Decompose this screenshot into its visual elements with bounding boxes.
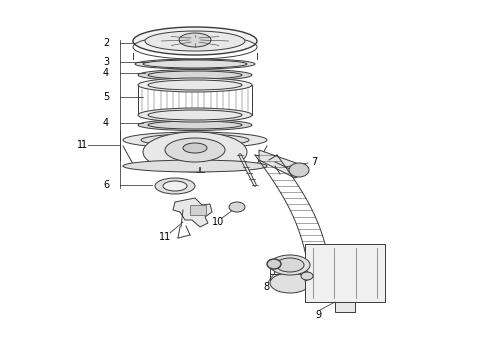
Text: 3: 3 [103,57,109,67]
Ellipse shape [301,272,313,280]
Ellipse shape [165,138,225,162]
Ellipse shape [276,258,304,272]
Ellipse shape [270,255,310,275]
Text: 11: 11 [159,232,171,242]
Text: 2: 2 [103,38,109,48]
Ellipse shape [270,273,310,293]
Ellipse shape [138,120,252,131]
Ellipse shape [145,31,245,51]
Ellipse shape [133,27,257,55]
Ellipse shape [135,59,255,69]
Text: 4: 4 [103,118,109,128]
Text: 9: 9 [315,310,321,320]
Ellipse shape [267,259,281,269]
Bar [335,302,355,312]
Ellipse shape [138,69,252,81]
Text: 5: 5 [103,92,109,102]
Ellipse shape [138,108,252,122]
Bar [305,244,385,302]
Text: 1: 1 [77,140,83,150]
Ellipse shape [179,33,211,47]
Ellipse shape [148,80,242,90]
Bar [190,205,206,215]
Ellipse shape [143,132,247,172]
Text: 4: 4 [103,68,109,78]
Polygon shape [259,150,303,178]
Polygon shape [173,198,212,227]
Text: 1: 1 [81,140,87,150]
Ellipse shape [183,143,207,153]
Ellipse shape [138,78,252,92]
Text: 7: 7 [311,157,317,167]
Ellipse shape [123,160,267,172]
Ellipse shape [141,134,249,146]
Text: 10: 10 [212,217,224,227]
Ellipse shape [229,202,245,212]
Text: 8: 8 [263,282,269,292]
Text: 6: 6 [103,180,109,190]
Ellipse shape [155,178,195,194]
Ellipse shape [163,181,187,191]
Ellipse shape [289,163,309,177]
Ellipse shape [123,132,267,148]
